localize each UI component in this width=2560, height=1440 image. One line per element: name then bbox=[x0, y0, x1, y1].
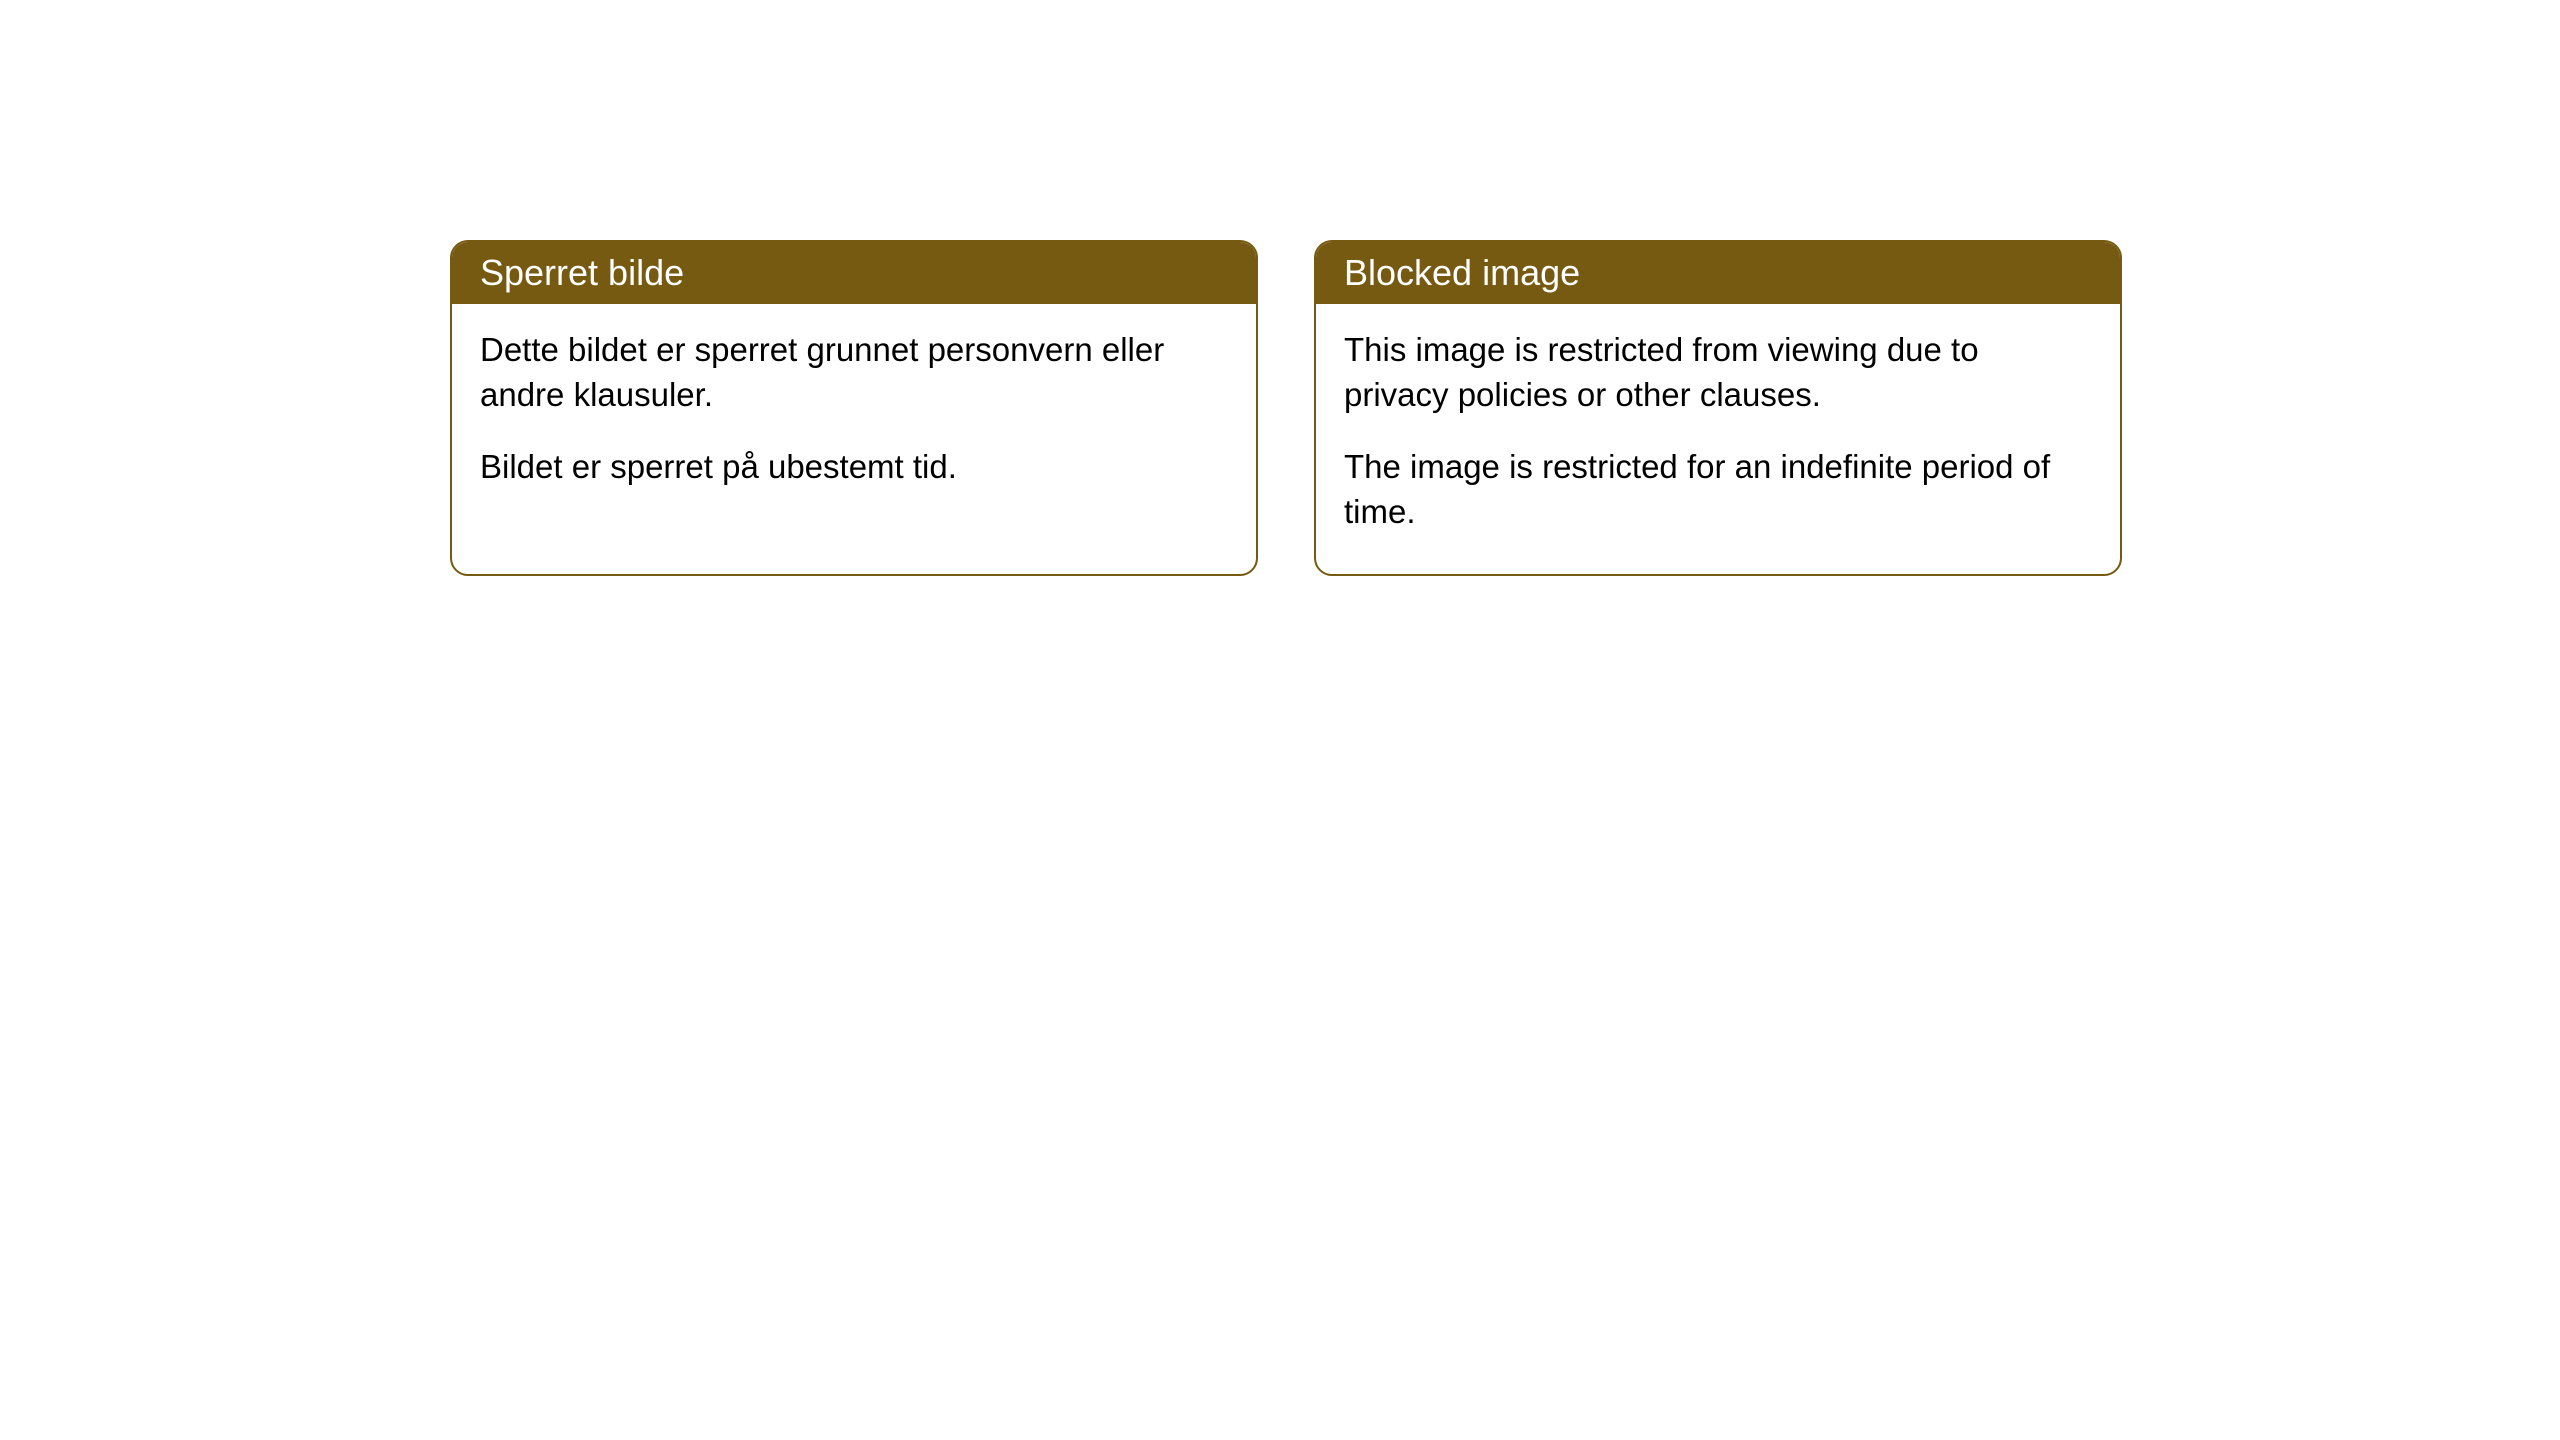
card-norwegian: Sperret bilde Dette bildet er sperret gr… bbox=[450, 240, 1258, 576]
card-text-english-1: This image is restricted from viewing du… bbox=[1344, 328, 2092, 417]
card-text-norwegian-1: Dette bildet er sperret grunnet personve… bbox=[480, 328, 1228, 417]
card-header-norwegian: Sperret bilde bbox=[452, 242, 1256, 304]
card-text-norwegian-2: Bildet er sperret på ubestemt tid. bbox=[480, 445, 1228, 490]
card-english: Blocked image This image is restricted f… bbox=[1314, 240, 2122, 576]
card-body-norwegian: Dette bildet er sperret grunnet personve… bbox=[452, 304, 1256, 530]
card-body-english: This image is restricted from viewing du… bbox=[1316, 304, 2120, 574]
card-text-english-2: The image is restricted for an indefinit… bbox=[1344, 445, 2092, 534]
cards-container: Sperret bilde Dette bildet er sperret gr… bbox=[450, 240, 2122, 576]
card-header-english: Blocked image bbox=[1316, 242, 2120, 304]
